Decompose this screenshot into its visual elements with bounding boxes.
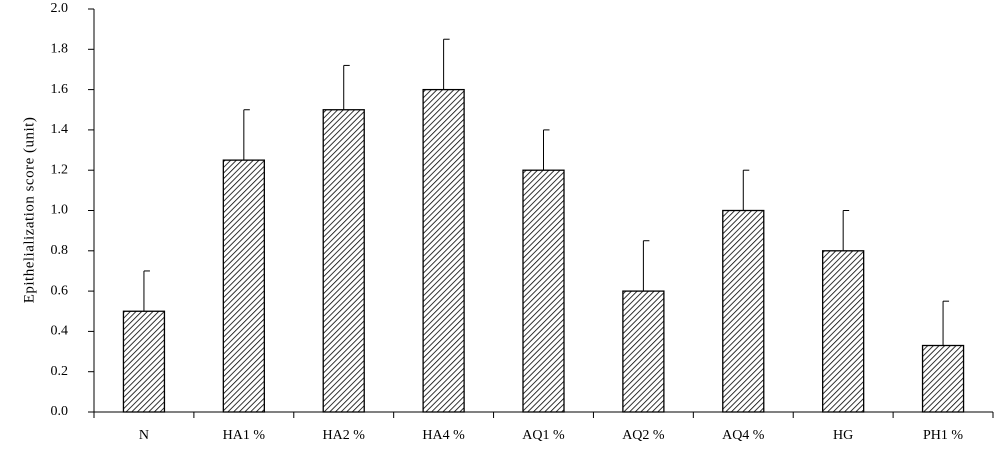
y-tick-label: 0.0 <box>51 404 69 419</box>
bar <box>122 310 166 413</box>
y-tick-label: 0.4 <box>51 324 69 339</box>
bar <box>222 159 265 413</box>
y-tick-label: 0.6 <box>51 283 69 298</box>
y-tick-label: 1.6 <box>51 82 69 97</box>
x-tick-label: N <box>139 428 149 443</box>
y-tick-label: 0.2 <box>51 364 69 379</box>
bar <box>522 169 565 413</box>
y-tick-label: 1.0 <box>51 203 69 218</box>
bar <box>921 344 965 413</box>
bar <box>822 250 865 413</box>
x-tick-label: HA1 % <box>223 428 266 443</box>
y-tick-label: 0.8 <box>51 243 69 258</box>
y-axis-label: Epithelialization score (unit) <box>21 117 37 304</box>
x-tick-label: AQ1 % <box>522 428 565 443</box>
x-tick-label: AQ2 % <box>622 428 665 443</box>
x-tick-label: HA2 % <box>323 428 366 443</box>
x-tick-label: AQ4 % <box>722 428 765 443</box>
y-tick-label: 1.2 <box>51 162 69 177</box>
y-tick-label: 2.0 <box>51 1 69 16</box>
y-tick-label: 1.8 <box>51 42 69 57</box>
bar <box>422 88 465 413</box>
y-tick-label: 1.4 <box>51 122 69 137</box>
bar <box>322 109 365 413</box>
x-tick-label: PH1 % <box>923 428 963 443</box>
x-tick-label: HG <box>833 428 853 443</box>
bar <box>622 290 665 413</box>
bar <box>722 209 765 413</box>
x-tick-label: HA4 % <box>422 428 465 443</box>
